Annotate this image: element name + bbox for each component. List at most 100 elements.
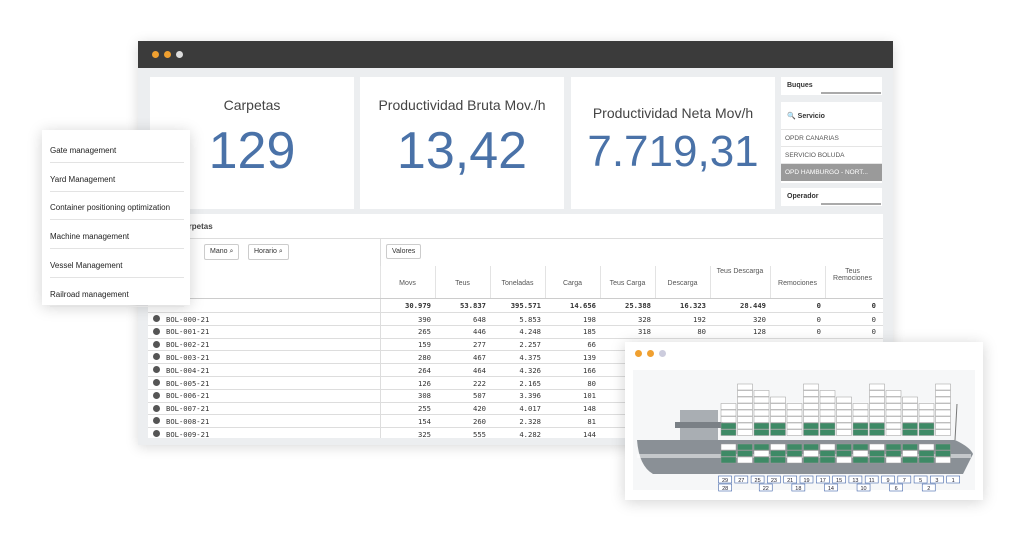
bay-box <box>856 483 871 492</box>
dot <box>635 350 642 357</box>
total-cell: 28.449 <box>740 301 766 310</box>
column-divider <box>435 266 436 298</box>
cell: 4.326 <box>519 365 541 375</box>
container <box>803 416 819 423</box>
expand-icon[interactable] <box>153 340 160 348</box>
container <box>885 396 902 404</box>
column-divider <box>490 266 491 298</box>
column-header: Teus Carga <box>609 280 646 287</box>
dot <box>176 51 183 58</box>
servicio-filter[interactable]: 🔍 Servicio OPDR CANARIAS SERVICIO BOLUDA O… <box>781 102 882 183</box>
kpi-card: Productividad Neta Mov/h 7.719,31 <box>571 77 775 209</box>
row-name: BOL-002-21 <box>166 340 210 350</box>
container <box>770 422 786 430</box>
cell: 166 <box>583 365 596 375</box>
row-line <box>148 427 883 429</box>
dimension-button[interactable]: Mano ⌕ <box>204 244 240 260</box>
expand-icon[interactable] <box>153 417 160 425</box>
container <box>737 456 753 464</box>
expand-icon[interactable] <box>153 353 160 361</box>
expand-icon[interactable] <box>153 366 160 374</box>
expand-icon[interactable] <box>153 430 160 438</box>
filter-item-text: SERVICIO BOLUDA <box>785 152 845 159</box>
container <box>803 383 819 391</box>
cell: 0 <box>816 327 821 337</box>
menu-item[interactable]: Container positioning optimization <box>50 191 184 221</box>
cell: 4.375 <box>519 352 541 362</box>
container <box>869 450 885 457</box>
container <box>869 390 885 397</box>
row-name: BOL-008-21 <box>166 416 210 426</box>
container <box>803 456 819 464</box>
filter-item[interactable]: OPD HAMBURGO - NORT... <box>781 163 882 181</box>
dimension-button[interactable]: Horario ⌕ <box>248 244 289 260</box>
column-header: Descarga <box>667 280 698 287</box>
cell: 101 <box>583 391 596 401</box>
container <box>786 456 803 464</box>
mast <box>954 403 958 441</box>
column-divider <box>710 266 711 298</box>
ship-drawing: 29 27 25 23 21 19 17 15 13 11 9 7 5 3 1 28 22 18 14 10 6 2 <box>633 370 975 492</box>
container <box>935 450 951 457</box>
bridge-deck <box>675 422 723 428</box>
cell: 4.282 <box>519 429 541 439</box>
container <box>753 409 770 417</box>
filter-item[interactable]: SERVICIO BOLUDA <box>781 146 882 164</box>
container <box>836 422 852 430</box>
cell: 260 <box>473 416 486 426</box>
container <box>786 416 803 423</box>
container <box>836 416 852 423</box>
row-line <box>148 363 883 365</box>
expand-icon[interactable] <box>153 404 160 412</box>
container <box>918 456 935 464</box>
column-header: Carga <box>562 280 583 287</box>
filter-item[interactable]: OPDR CANARIAS <box>781 129 882 147</box>
total-cell: 53.837 <box>460 301 486 310</box>
dot <box>659 350 666 357</box>
container <box>852 409 869 417</box>
container <box>737 450 753 457</box>
bay-label: 14 <box>828 486 834 492</box>
total-cell: 16.323 <box>680 301 706 310</box>
menu-item[interactable]: Vessel Management <box>50 249 184 278</box>
bay-label: 2 <box>927 486 930 492</box>
expand-icon[interactable] <box>153 315 160 322</box>
cell: 222 <box>473 378 486 388</box>
bay-label: 3 <box>935 478 938 484</box>
cell: 328 <box>638 314 651 324</box>
expand-icon[interactable] <box>153 327 160 335</box>
expand-icon[interactable] <box>153 391 160 399</box>
menu-item[interactable]: Machine management <box>50 220 184 250</box>
ship-window: 29 27 25 23 21 19 17 15 13 11 9 7 5 3 1 28 22 18 14 10 6 2 <box>625 342 983 500</box>
cell: 198 <box>583 314 596 324</box>
container <box>786 443 803 451</box>
menu-item[interactable]: Yard Management <box>50 163 184 192</box>
operador-filter[interactable]: Operador <box>781 188 882 206</box>
cell: 507 <box>473 391 486 401</box>
container <box>902 443 918 451</box>
container <box>786 409 803 417</box>
bay-label: 17 <box>820 478 826 484</box>
menu-item[interactable]: Railroad management <box>50 278 184 307</box>
bay-box <box>734 475 749 484</box>
dot <box>164 51 171 58</box>
bay-label: 15 <box>836 478 842 484</box>
container <box>885 429 902 436</box>
cell: 80 <box>697 327 706 337</box>
container <box>819 429 836 436</box>
cell: 280 <box>418 352 431 362</box>
container <box>869 416 885 423</box>
container <box>852 416 869 423</box>
bay-box <box>913 475 928 484</box>
bay-box <box>921 483 936 492</box>
cell: 308 <box>418 391 431 401</box>
menu-item[interactable]: Gate management <box>50 134 184 163</box>
expand-icon[interactable] <box>153 379 160 386</box>
valores-button[interactable]: Valores <box>386 244 422 259</box>
row-name: BOL-004-21 <box>166 365 210 375</box>
buques-filter[interactable]: Buques <box>781 77 882 95</box>
bay-box <box>897 475 912 484</box>
container <box>869 383 885 391</box>
bay-box <box>864 475 879 484</box>
column-header: Toneladas <box>501 280 534 287</box>
